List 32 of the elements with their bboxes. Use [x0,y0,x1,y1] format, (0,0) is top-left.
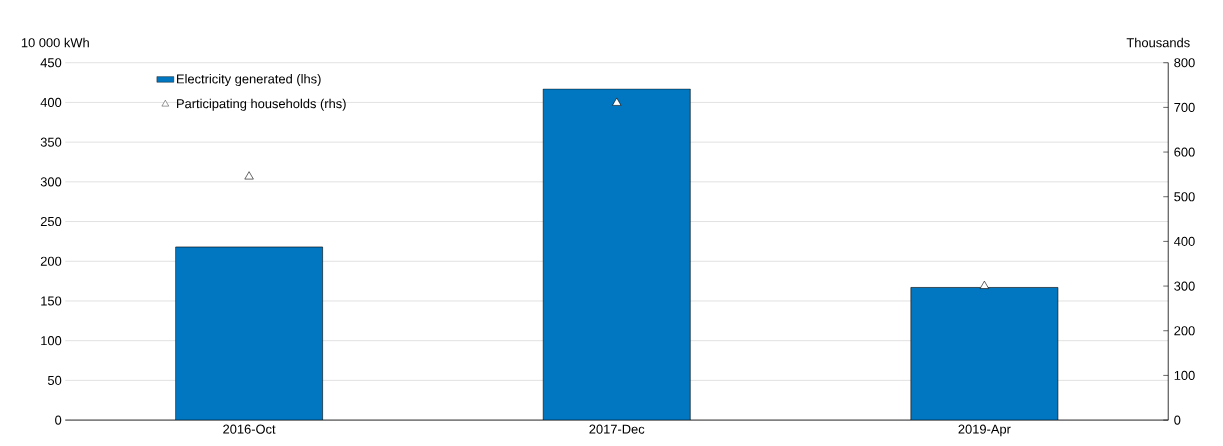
y2-tick-label: 100 [1174,370,1195,380]
y-tick-label: 50 [47,375,62,385]
legend-label: Electricity generated (lhs) [177,74,321,87]
bar [542,88,691,421]
x-tick-label: 2016-Oct [223,424,276,434]
y-tick-label: 250 [40,216,62,227]
y2-tick-label: 400 [1174,236,1195,246]
x-tick-label: 2019-Apr [958,424,1011,437]
x-tick-label: 2017-Dec [589,424,645,434]
y2-tick-label: 500 [1174,192,1195,202]
point [244,171,254,180]
y-tick-label: 150 [41,296,62,306]
y2-axis-title: Thousands [1126,37,1190,48]
point [612,97,622,106]
bar [910,287,1059,421]
bar [175,246,323,421]
y-tick-label: 350 [40,137,62,147]
y-tick-label: 0 [55,415,62,425]
y-axis-title: 10 000 kWh [21,37,89,48]
y2-tick-label: 200 [1174,326,1195,336]
y2-tick-label: 800 [1174,58,1195,68]
y2-tick-label: 0 [1174,415,1181,425]
y2-tick-label: 600 [1174,147,1195,157]
y-tick-label: 450 [40,58,62,68]
point [979,280,989,289]
y-tick-label: 300 [40,177,62,187]
y2-tick-label: 300 [1174,281,1195,291]
y-tick-label: 400 [40,97,62,107]
y-tick-label: 200 [40,256,62,266]
y-tick-label: 100 [41,336,62,346]
y2-tick-label: 700 [1174,102,1195,112]
legend-label: Participating households (rhs) [177,98,346,111]
